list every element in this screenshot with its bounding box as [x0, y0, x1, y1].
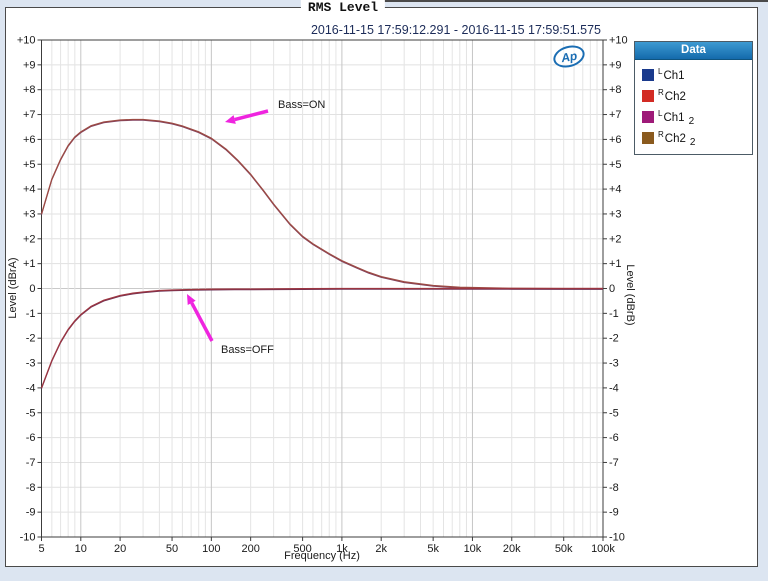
- y-tick-label-left: +8: [23, 84, 36, 96]
- axes: +10 +10+9 +9+8 +8+7 +7+6 +6+5 +5+4 +4+3 +3+2 +2+1…: [17, 35, 628, 556]
- y-tick-label-right: +3: [609, 208, 622, 220]
- legend-item-ch1[interactable]: LCh1: [642, 64, 752, 85]
- channel-letter: R: [658, 130, 664, 140]
- y-tick-label-left: +1: [23, 258, 36, 270]
- legend-box: Data LCh1 RCh2 LCh1 2 RCh2 2: [634, 41, 753, 155]
- y-tick-label-right: -3: [609, 358, 619, 370]
- y-tick-label-right: -5: [609, 407, 619, 419]
- y-tick-label-right: +6: [609, 134, 622, 146]
- y-tick-label-right: -7: [609, 457, 619, 469]
- x-tick-label: 50: [166, 543, 178, 555]
- y-axis-label-left: Level (dBrA): [7, 257, 19, 319]
- legend-header: Data: [635, 42, 752, 60]
- legend-suffix: 2: [688, 115, 695, 127]
- legend-swatch-ch2-2: [642, 131, 654, 144]
- y-tick-label-right: -8: [609, 482, 619, 494]
- y-tick-label-left: 0: [29, 283, 35, 295]
- y-tick-label-left: -3: [26, 358, 36, 370]
- y-tick-label-left: +5: [23, 159, 36, 171]
- x-tick-label: 500: [293, 543, 311, 555]
- measurement-timestamp: 2016-11-15 17:59:12.291 - 2016-11-15 17:…: [310, 23, 601, 37]
- y-tick-label-left: -7: [26, 457, 36, 469]
- x-tick-label: 2k: [375, 543, 387, 555]
- y-tick-label-right: +10: [609, 35, 628, 47]
- y-tick-label-right: +1: [609, 258, 622, 270]
- curves: [40, 118, 603, 389]
- y-axis-label-right: Level (dBrB): [624, 264, 636, 326]
- x-tick-label: 20: [114, 543, 126, 555]
- annotations: Bass=ON Bass=OFF: [187, 99, 325, 356]
- y-tick-label-left: +7: [23, 109, 36, 121]
- y-tick-label-left: -8: [26, 482, 36, 494]
- x-tick-label: 200: [241, 543, 259, 555]
- y-tick-label-left: -2: [26, 333, 36, 345]
- y-tick-label-left: -10: [20, 532, 36, 544]
- x-axis-label: Frequency (Hz): [284, 550, 360, 562]
- y-tick-label-left: -5: [26, 407, 36, 419]
- y-tick-label-right: +4: [609, 184, 622, 196]
- y-tick-label-right: +7: [609, 109, 622, 121]
- legend-label: Ch1: [663, 69, 685, 82]
- annotation-arrow-shaft: [190, 302, 214, 342]
- annotation-arrow-shaft: [234, 109, 269, 122]
- legend-swatch-ch2: [642, 89, 654, 102]
- curve-under-Bass=OFF: [41, 288, 603, 389]
- window-edge-artifact: [318, 0, 768, 2]
- y-tick-label-left: +3: [23, 208, 36, 220]
- y-tick-label-left: +9: [23, 59, 36, 71]
- y-tick-label-right: -2: [609, 333, 619, 345]
- legend-label: Ch2: [664, 90, 686, 103]
- curve-Bass=OFF: [40, 287, 603, 389]
- y-tick-label-left: -6: [26, 432, 36, 444]
- y-tick-label-left: +10: [17, 35, 36, 47]
- legend-item-ch2-2[interactable]: RCh2 2: [642, 127, 752, 148]
- annotation-label: Bass=OFF: [221, 344, 274, 356]
- x-tick-label: 20k: [503, 543, 521, 555]
- y-tick-label-right: -4: [609, 382, 619, 394]
- y-tick-label-right: 0: [609, 283, 615, 295]
- legend-item-ch1-2[interactable]: LCh1 2: [642, 106, 752, 127]
- y-tick-label-left: +4: [23, 184, 36, 196]
- annotation-arrowhead-icon: [225, 115, 236, 124]
- y-tick-label-right: +8: [609, 84, 622, 96]
- x-tick-label: 100: [202, 543, 220, 555]
- legend-swatch-ch1: [642, 68, 654, 81]
- channel-letter: L: [658, 109, 663, 119]
- panel-title: RMS Level: [300, 0, 386, 15]
- y-tick-label-right: +9: [609, 59, 622, 71]
- x-tick-label: 5: [38, 543, 44, 555]
- x-tick-label: 50k: [555, 543, 573, 555]
- y-tick-label-left: -9: [26, 507, 36, 519]
- y-tick-label-left: -4: [26, 382, 36, 394]
- y-tick-label-left: -1: [26, 308, 36, 320]
- y-tick-label-right: +2: [609, 233, 622, 245]
- x-tick-label: 5k: [427, 543, 439, 555]
- y-tick-label-right: -9: [609, 507, 619, 519]
- y-tick-label-right: -1: [609, 308, 619, 320]
- channel-letter: L: [658, 67, 663, 77]
- y-tick-label-right: +5: [609, 159, 622, 171]
- x-tick-label: 100k: [591, 543, 615, 555]
- curve-Bass=ON: [40, 118, 603, 290]
- annotation-arrowhead-icon: [187, 294, 196, 305]
- y-tick-label-left: +2: [23, 233, 36, 245]
- logo-text: Ap: [559, 48, 579, 65]
- x-tick-label: 10k: [464, 543, 482, 555]
- y-tick-label-right: -10: [609, 532, 625, 544]
- x-tick-label: 1k: [336, 543, 348, 555]
- y-tick-label-left: +6: [23, 134, 36, 146]
- channel-letter: R: [658, 88, 664, 98]
- legend-label: Ch2: [664, 132, 686, 145]
- x-tick-label: 10: [75, 543, 87, 555]
- legend-swatch-ch1-2: [642, 110, 654, 123]
- y-tick-label-right: -6: [609, 432, 619, 444]
- legend-body: LCh1 RCh2 LCh1 2 RCh2 2: [635, 60, 752, 154]
- legend-label: Ch1: [663, 111, 685, 124]
- annotation-label: Bass=ON: [278, 99, 325, 111]
- legend-suffix: 2: [689, 136, 696, 148]
- legend-item-ch2[interactable]: RCh2: [642, 85, 752, 106]
